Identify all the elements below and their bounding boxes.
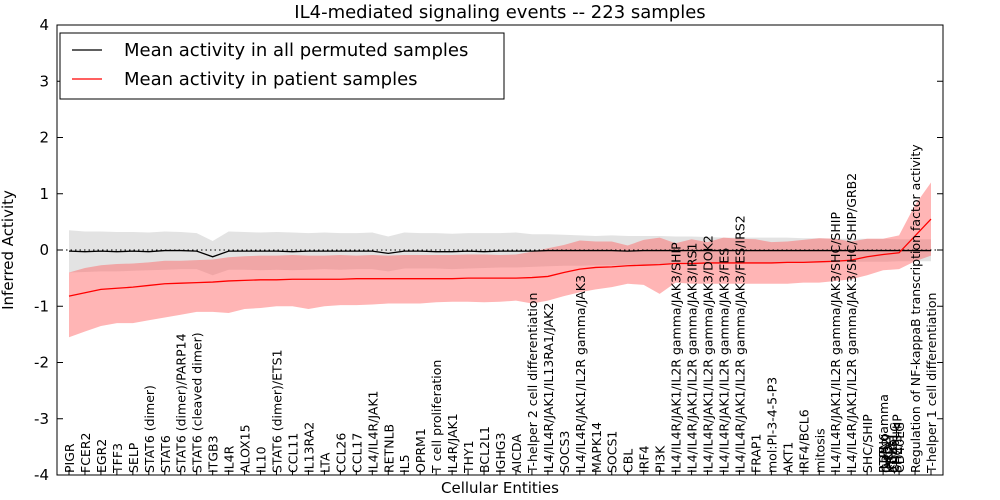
y-axis-ticks: -4 -3 -2 -1 0 1 2 3 4 — [34, 16, 943, 484]
category-label: IL4/IL4R/JAK1/IL2R gamma/JAK3/SHC/SHIP/G… — [844, 173, 859, 473]
category-label: mol:PI-3-4-5-P3 — [764, 377, 779, 473]
y-axis-title: Inferred Activity — [0, 190, 17, 310]
category-label: SHC/SHIP — [860, 414, 875, 473]
category-label: RETNLB — [381, 424, 396, 473]
category-label: AICDA — [509, 434, 524, 473]
category-label: IL4/IL4R/JAK1/IL2R gamma/JAK3/FES/IRS2 — [732, 215, 747, 473]
y-tick-label: 4 — [39, 16, 49, 34]
patient-band — [69, 182, 931, 338]
category-label: OPRM1 — [413, 428, 428, 473]
category-label: IL5 — [397, 454, 412, 473]
category-label: ALOX15 — [238, 424, 253, 473]
plot-frame — [56, 24, 944, 476]
category-label: THY1 — [461, 440, 476, 474]
legend-frame — [59, 32, 505, 100]
legend-label-patient: Mean activity in patient samples — [124, 69, 418, 90]
category-label: CBL — [621, 449, 636, 473]
x-axis-title: Cellular Entities — [441, 479, 559, 497]
category-label: IL4/IL4R/JAK1/IL2R gamma/JAK3 — [573, 275, 588, 473]
category-label: IL4/IL4R/JAK1/IL2R gamma/JAK3/FES — [717, 248, 732, 473]
category-label-extra: SHC/SHIP — [889, 414, 904, 473]
category-label: STAT6 (dimer) — [142, 385, 157, 473]
category-labels: PIGR FCER2 EGR2 TFF3 SELP STAT6 (dimer) STAT6 S… — [62, 144, 939, 475]
category-label: mitosis — [812, 428, 827, 473]
category-label: IL4R — [222, 445, 237, 473]
category-label: IL4R/JAK1 — [445, 413, 460, 473]
category-label-extra: CD40LG — [887, 422, 902, 473]
category-label: IL13RA2 — [301, 422, 316, 473]
category-label: T cell proliferation — [429, 360, 444, 474]
category-label: IL4/IL4R/JAK1/IL2R gamma/JAK3/DOK2 — [701, 235, 716, 473]
y-tick-label: 1 — [39, 185, 49, 203]
permuted-mean-line — [68, 249, 931, 258]
legend: Mean activity in all permuted samples Me… — [59, 32, 505, 100]
confidence-bands — [69, 182, 931, 338]
y-tick-label: 3 — [39, 72, 49, 90]
y-tick-label: 0 — [39, 241, 49, 259]
category-label-extra: JAK3 — [881, 445, 896, 474]
category-label: IGHG3 — [493, 433, 508, 473]
category-label: CCL11 — [286, 433, 301, 473]
category-label: BCL2L1 — [477, 426, 492, 473]
category-label: FCER2 — [78, 433, 93, 473]
category-label-extra: PTPN6 — [876, 433, 891, 473]
category-label: IL4/IL4R/JAK1/IL2R gamma/JAK3/SHC/SHIP — [828, 212, 843, 473]
category-label: MAPK14 — [589, 422, 604, 473]
category-label: STAT6 (dimer)/PARP14 — [174, 333, 189, 473]
category-label: CCL26 — [333, 433, 348, 473]
y-tick-label: 2 — [39, 129, 49, 147]
category-label: STAT6 (dimer)/ETS1 — [270, 349, 285, 473]
category-label: AKT1 — [780, 442, 795, 473]
category-label: Regulation of NF-kappaB transcription fa… — [908, 144, 923, 473]
category-label: CCL17 — [349, 433, 364, 473]
category-label: IRF4/BCL6 — [796, 409, 811, 473]
category-label: T-helper 1 cell differentiation — [924, 293, 939, 474]
category-label: IL2R gamma — [876, 394, 891, 473]
series-lines — [68, 218, 932, 297]
legend-label-permuted: Mean activity in all permuted samples — [124, 40, 468, 61]
category-label-extra: KRT1 — [883, 441, 898, 473]
category-label: IL4/IL4R/JAK1/IL13RA1/JAK2 — [541, 303, 556, 473]
patient-mean-line — [68, 218, 932, 297]
category-label: IL4/IL4R/JAK1/IL2R gamma/JAK3/SHIP — [669, 242, 684, 473]
category-label: ITGB3 — [206, 435, 221, 473]
category-label: PIGR — [62, 443, 77, 473]
y-tick-label: -2 — [34, 354, 49, 372]
category-label: TFF3 — [110, 443, 125, 474]
category-label: PI3K — [653, 445, 668, 473]
chart-title: IL4-mediated signaling events -- 223 sam… — [294, 2, 705, 23]
category-label: IL10 — [254, 446, 269, 473]
permuted-band — [69, 230, 931, 276]
category-label: FRAP1 — [748, 434, 763, 473]
category-label: SOCS1 — [605, 431, 620, 473]
category-label: CD40LG — [892, 422, 907, 473]
category-label: EGR2 — [94, 439, 109, 473]
y-tick-label: -1 — [34, 297, 49, 315]
category-label: IL4/IL4R/JAK1/IL2R gamma/JAK3/IRS1 — [685, 243, 700, 473]
category-label: IRF4 — [637, 445, 652, 473]
y-tick-label: -3 — [34, 410, 49, 428]
category-label: STAT6 (cleaved dimer) — [190, 332, 205, 473]
y-tick-label: -4 — [34, 466, 49, 484]
category-label: LTA — [317, 452, 332, 473]
category-label: IL4/IL4R/JAK1 — [365, 391, 380, 473]
category-label-extra: IGHG1 — [885, 433, 900, 473]
category-label: SELP — [126, 442, 141, 473]
category-label-extra: GRB2 — [878, 438, 893, 473]
category-label: T-helper 2 cell differentiation — [525, 293, 540, 474]
category-label: SOCS3 — [557, 431, 572, 473]
category-label: STAT6 — [158, 435, 173, 473]
